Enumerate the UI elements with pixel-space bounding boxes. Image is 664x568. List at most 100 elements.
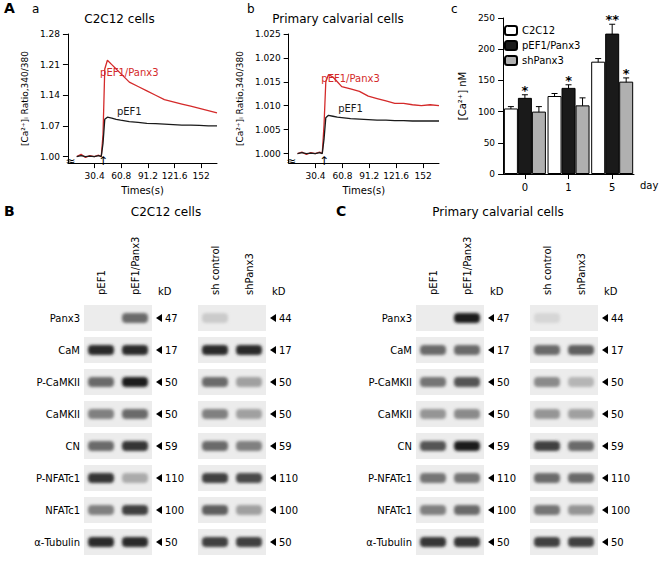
svg-text:50: 50 bbox=[279, 409, 292, 420]
svg-text:5: 5 bbox=[609, 182, 615, 193]
svg-text:pEF1/Panx3: pEF1/Panx3 bbox=[462, 237, 473, 295]
svg-text:50: 50 bbox=[497, 409, 510, 420]
svg-text:pEF1: pEF1 bbox=[117, 106, 142, 117]
svg-text:17: 17 bbox=[497, 345, 510, 356]
svg-text:CaM: CaM bbox=[58, 345, 80, 356]
svg-text:pEF1/Panx3: pEF1/Panx3 bbox=[321, 73, 379, 84]
svg-text:C: C bbox=[336, 203, 346, 219]
svg-text:shPanx3: shPanx3 bbox=[576, 253, 587, 295]
svg-text:shPanx3: shPanx3 bbox=[522, 55, 564, 66]
svg-text:CaMKII: CaMKII bbox=[46, 409, 80, 420]
svg-text:0: 0 bbox=[522, 182, 528, 193]
svg-text:P-NFATc1: P-NFATc1 bbox=[368, 473, 412, 484]
svg-text:17: 17 bbox=[611, 345, 624, 356]
svg-text:152: 152 bbox=[193, 171, 210, 181]
svg-text:47: 47 bbox=[497, 313, 510, 324]
svg-text:50: 50 bbox=[165, 409, 178, 420]
svg-text:250: 250 bbox=[478, 13, 495, 23]
svg-text:[Ca²⁺]ᵢ Ratio,340/380: [Ca²⁺]ᵢ Ratio,340/380 bbox=[20, 51, 30, 146]
svg-text:NFATc1: NFATc1 bbox=[377, 505, 412, 516]
svg-text:50: 50 bbox=[497, 377, 510, 388]
svg-text:50: 50 bbox=[611, 409, 624, 420]
svg-text:30.4: 30.4 bbox=[306, 171, 326, 181]
svg-text:Times(s): Times(s) bbox=[341, 185, 385, 196]
svg-text:≈: ≈ bbox=[286, 154, 296, 168]
svg-text:60.8: 60.8 bbox=[111, 171, 131, 181]
svg-text:150: 150 bbox=[478, 75, 495, 85]
svg-text:pEF1/Panx3: pEF1/Panx3 bbox=[100, 67, 158, 78]
svg-text:121.6: 121.6 bbox=[383, 171, 409, 181]
svg-text:1.020: 1.020 bbox=[255, 53, 281, 63]
svg-text:Primary calvarial cells: Primary calvarial cells bbox=[432, 205, 564, 219]
svg-text:100: 100 bbox=[497, 505, 516, 516]
svg-text:1.21: 1.21 bbox=[40, 60, 60, 70]
svg-text:P-CaMKII: P-CaMKII bbox=[36, 377, 80, 388]
svg-text:100: 100 bbox=[611, 505, 630, 516]
svg-text:17: 17 bbox=[165, 345, 178, 356]
svg-text:100: 100 bbox=[165, 505, 184, 516]
svg-text:17: 17 bbox=[279, 345, 292, 356]
svg-text:[Ca²⁺] nM: [Ca²⁺] nM bbox=[457, 72, 468, 120]
svg-text:59: 59 bbox=[279, 441, 292, 452]
svg-text:Primary calvarial cells: Primary calvarial cells bbox=[272, 12, 404, 26]
svg-text:*: * bbox=[521, 83, 528, 98]
svg-text:α-Tubulin: α-Tubulin bbox=[366, 537, 412, 548]
svg-text:*: * bbox=[623, 66, 630, 81]
svg-text:1.000: 1.000 bbox=[255, 149, 281, 159]
svg-text:50: 50 bbox=[484, 138, 496, 148]
svg-text:1.005: 1.005 bbox=[255, 125, 281, 135]
svg-text:50: 50 bbox=[279, 537, 292, 548]
svg-text:1.010: 1.010 bbox=[255, 101, 281, 111]
svg-text:1.14: 1.14 bbox=[40, 90, 60, 100]
svg-text:200: 200 bbox=[478, 44, 495, 54]
svg-text:α-Tubulin: α-Tubulin bbox=[34, 537, 80, 548]
svg-text:kD: kD bbox=[604, 286, 618, 297]
svg-text:kD: kD bbox=[490, 286, 504, 297]
svg-text:C2C12 cells: C2C12 cells bbox=[84, 12, 154, 26]
svg-text:CN: CN bbox=[66, 441, 80, 452]
svg-text:NFATc1: NFATc1 bbox=[45, 505, 80, 516]
svg-text:91.2: 91.2 bbox=[359, 171, 379, 181]
svg-text:pEF1/Panx3: pEF1/Panx3 bbox=[130, 237, 141, 295]
svg-text:59: 59 bbox=[497, 441, 510, 452]
svg-text:P-NFATc1: P-NFATc1 bbox=[36, 473, 80, 484]
svg-text:↑: ↑ bbox=[319, 154, 329, 168]
svg-text:1.07: 1.07 bbox=[40, 121, 60, 131]
svg-text:110: 110 bbox=[279, 473, 298, 484]
svg-text:50: 50 bbox=[165, 377, 178, 388]
svg-text:Times(s): Times(s) bbox=[120, 185, 164, 196]
svg-text:50: 50 bbox=[279, 377, 292, 388]
svg-text:91.2: 91.2 bbox=[138, 171, 158, 181]
svg-text:kD: kD bbox=[272, 286, 286, 297]
svg-text:CaMKII: CaMKII bbox=[378, 409, 412, 420]
svg-text:60.8: 60.8 bbox=[332, 171, 352, 181]
svg-text:pEF1: pEF1 bbox=[338, 103, 363, 114]
svg-text:121.6: 121.6 bbox=[162, 171, 188, 181]
svg-text:44: 44 bbox=[611, 313, 624, 324]
svg-text:[Ca²⁺]ᵢ Ratio,340/380: [Ca²⁺]ᵢ Ratio,340/380 bbox=[235, 51, 245, 146]
svg-text:**: ** bbox=[605, 12, 619, 27]
svg-text:50: 50 bbox=[611, 377, 624, 388]
svg-text:50: 50 bbox=[611, 537, 624, 548]
svg-text:152: 152 bbox=[414, 171, 431, 181]
svg-text:↑: ↑ bbox=[98, 154, 108, 168]
svg-text:59: 59 bbox=[165, 441, 178, 452]
svg-text:*: * bbox=[565, 73, 572, 88]
svg-text:pEF1/Panx3: pEF1/Panx3 bbox=[522, 40, 580, 51]
svg-text:C2C12 cells: C2C12 cells bbox=[131, 205, 201, 219]
svg-text:kD: kD bbox=[158, 286, 172, 297]
svg-text:30.4: 30.4 bbox=[85, 171, 105, 181]
svg-text:CN: CN bbox=[398, 441, 412, 452]
svg-text:CaM: CaM bbox=[390, 345, 412, 356]
svg-text:1.015: 1.015 bbox=[255, 77, 281, 87]
svg-text:110: 110 bbox=[165, 473, 184, 484]
svg-text:B: B bbox=[4, 203, 15, 219]
svg-text:100: 100 bbox=[478, 107, 495, 117]
svg-text:sh control: sh control bbox=[542, 246, 553, 295]
svg-text:Panx3: Panx3 bbox=[382, 313, 412, 324]
svg-text:C2C12: C2C12 bbox=[522, 25, 555, 36]
svg-text:1.28: 1.28 bbox=[40, 29, 60, 39]
svg-text:47: 47 bbox=[165, 313, 178, 324]
svg-text:110: 110 bbox=[497, 473, 516, 484]
svg-text:110: 110 bbox=[611, 473, 630, 484]
